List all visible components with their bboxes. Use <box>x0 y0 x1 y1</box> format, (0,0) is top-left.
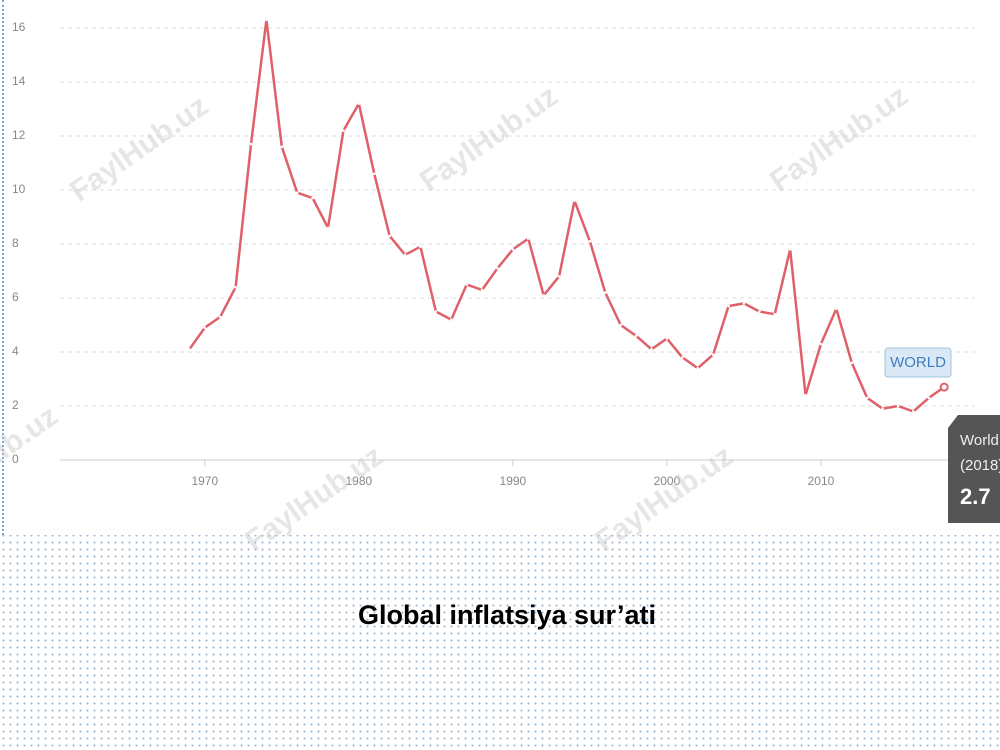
data-point <box>939 382 949 392</box>
series-label-box <box>884 347 952 378</box>
series-label: WORLD <box>890 354 946 371</box>
data-point <box>511 248 515 251</box>
data-line <box>188 18 945 413</box>
data-point <box>496 267 499 270</box>
watermark: FaylHub.uz <box>764 79 914 198</box>
data-point <box>835 307 838 311</box>
data-point <box>804 393 807 397</box>
data-point <box>419 245 422 248</box>
data-point <box>326 226 330 230</box>
tooltip-period: (2018) <box>960 457 1000 474</box>
data-point <box>311 196 314 200</box>
y-tick-label: 8 <box>12 236 19 250</box>
data-point <box>265 18 268 22</box>
watermark: FaylHub.uz <box>239 439 389 558</box>
data-point <box>758 310 761 313</box>
data-point <box>773 312 777 316</box>
data-point <box>249 142 253 146</box>
data-point <box>881 407 884 411</box>
y-tick-label: 12 <box>12 128 26 142</box>
data-point <box>188 348 191 351</box>
y-tick-label: 10 <box>12 182 26 196</box>
data-point <box>619 323 623 327</box>
data-point <box>681 356 684 359</box>
data-point <box>634 334 638 338</box>
x-tick-label: 1980 <box>345 474 372 488</box>
watermark: FaylHub.uz <box>414 79 564 198</box>
data-point <box>280 145 284 149</box>
data-point <box>449 318 453 321</box>
x-tick-label: 2000 <box>654 474 681 488</box>
data-point <box>665 337 669 340</box>
data-point <box>465 283 468 286</box>
data-point <box>357 102 361 105</box>
data-point <box>711 353 715 357</box>
data-point <box>434 310 438 313</box>
data-point <box>342 129 345 132</box>
data-point <box>727 304 730 308</box>
data-point <box>557 275 561 278</box>
tooltip-box <box>948 415 1000 523</box>
data-point <box>295 191 299 194</box>
data-point <box>819 342 823 346</box>
data-point <box>742 302 746 305</box>
caption: Global inflatsiya sur’ati <box>358 600 656 630</box>
tooltip-name: World <box>960 432 999 449</box>
data-point <box>234 285 237 289</box>
data-point <box>542 294 545 297</box>
data-point <box>850 361 854 365</box>
x-tick-label: 1990 <box>500 474 527 488</box>
data-point <box>927 396 931 400</box>
tooltip-value: 2.7 <box>960 484 991 509</box>
data-point <box>218 315 222 319</box>
x-tick-label: 2010 <box>808 474 835 488</box>
data-point <box>372 172 376 176</box>
data-point <box>526 237 530 240</box>
data-point <box>696 366 700 370</box>
data-point <box>480 288 484 292</box>
data-point <box>604 291 607 294</box>
y-tick-label: 14 <box>12 74 26 88</box>
watermark: FaylHub.uz <box>589 439 739 558</box>
data-point <box>896 404 900 408</box>
data-point <box>573 199 576 203</box>
y-tick-label: 2 <box>12 398 19 412</box>
data-point <box>203 326 207 330</box>
x-tick-label: 1970 <box>191 474 218 488</box>
y-tick-label: 0 <box>12 452 19 466</box>
data-point <box>788 248 792 251</box>
data-point <box>912 410 915 413</box>
watermark: FaylHub.uz <box>0 399 64 518</box>
y-tick-label: 6 <box>12 290 19 304</box>
y-tick-label: 16 <box>12 20 26 34</box>
chart-panel <box>2 0 1000 535</box>
data-point <box>403 253 407 257</box>
y-tick-label: 4 <box>12 344 19 358</box>
data-point <box>388 234 391 238</box>
data-point <box>650 348 653 351</box>
data-point <box>865 396 869 400</box>
data-point <box>588 240 592 243</box>
